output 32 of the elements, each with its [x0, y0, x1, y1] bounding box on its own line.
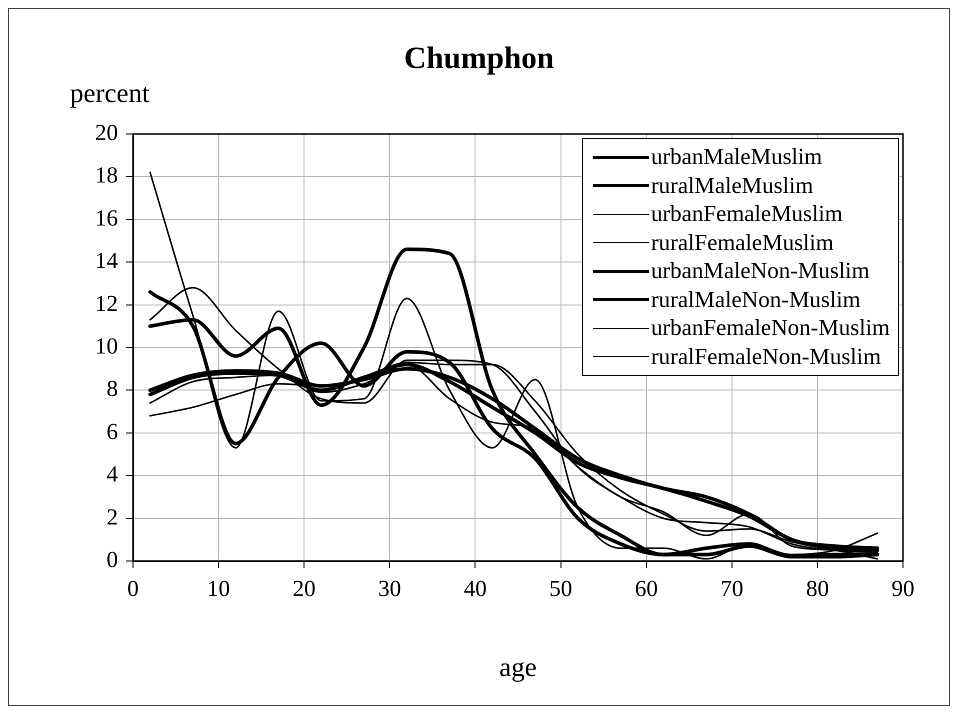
x-tick-label: 80	[806, 576, 829, 601]
x-tick-label: 70	[720, 576, 744, 601]
x-tick-label: 20	[292, 576, 316, 601]
x-tick-label: 0	[127, 576, 139, 601]
legend-label: ruralFemaleMuslim	[651, 228, 834, 256]
x-axis-title: age	[498, 652, 538, 683]
y-tick-label: 8	[106, 376, 118, 402]
chart-title: Chumphon	[403, 40, 555, 76]
legend-label: ruralMaleMuslim	[651, 172, 814, 200]
y-tick-label: 12	[95, 290, 118, 316]
y-axis-title: percent	[70, 78, 150, 109]
x-tick-label: 60	[634, 576, 658, 601]
legend-label: ruralMaleNon-Muslim	[651, 286, 861, 314]
y-tick-label: 18	[95, 162, 118, 188]
y-tick-label: 6	[106, 418, 118, 444]
x-tick-label: 30	[378, 576, 402, 601]
y-tick-label: 20	[95, 120, 118, 146]
y-tick-label: 4	[106, 462, 118, 487]
x-tick-label: 90	[892, 576, 914, 601]
legend-label: urbanFemaleNon-Muslim	[651, 314, 890, 342]
y-tick-label: 10	[95, 334, 118, 359]
legend-label: ruralFemaleNon-Muslim	[651, 342, 881, 370]
y-tick-label: 16	[95, 205, 118, 230]
y-tick-label: 14	[95, 248, 118, 274]
y-tick-label: 2	[106, 504, 118, 530]
x-tick-label: 40	[464, 576, 487, 601]
y-tick-label: 0	[106, 547, 118, 572]
x-tick-label: 50	[549, 576, 572, 601]
legend-label: urbanMaleNon-Muslim	[651, 257, 870, 285]
legend-label: urbanMaleMuslim	[651, 143, 822, 171]
x-tick-label: 10	[207, 576, 230, 601]
legend-label: urbanFemaleMuslim	[651, 200, 843, 228]
